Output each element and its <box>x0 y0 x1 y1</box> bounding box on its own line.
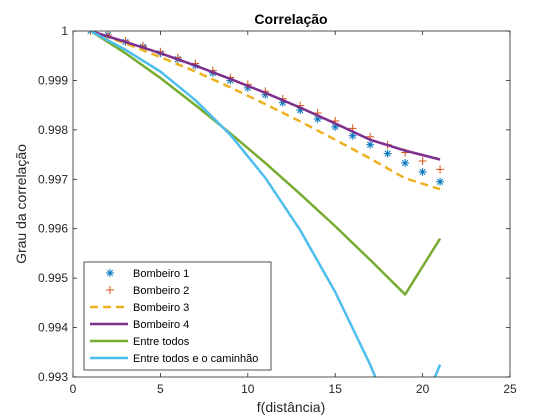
y-tick-label: 0.998 <box>38 123 68 137</box>
legend-marker-bombeiro-1 <box>106 269 114 277</box>
point-bombeiro-2-20 <box>436 165 445 174</box>
x-tick-label: 5 <box>157 382 164 396</box>
y-tick-label: 0.994 <box>38 321 68 335</box>
point-bombeiro-1-19 <box>418 167 427 176</box>
point-bombeiro-2-19 <box>418 156 427 165</box>
point-bombeiro-2-0 <box>86 31 95 35</box>
point-bombeiro-1-16 <box>366 140 375 149</box>
legend-label-bombeiro-1: Bombeiro 1 <box>133 268 189 280</box>
series-line-entre-todos-e-o-caminhao <box>89 31 442 377</box>
legend-label-bombeiro-2: Bombeiro 2 <box>133 285 189 297</box>
y-tick-label: 1 <box>61 24 68 38</box>
legend-box <box>83 261 272 371</box>
chart-title: Correlação <box>254 11 327 27</box>
y-tick-label: 0.996 <box>38 222 68 236</box>
legend-marker-bombeiro-2 <box>106 286 114 294</box>
point-bombeiro-1-18 <box>401 158 410 167</box>
y-axis-label: Grau da correlação <box>13 144 29 264</box>
series-line-bombeiro-3 <box>90 31 441 191</box>
legend-label-entre-todos: Entre todos <box>133 336 190 348</box>
legend-label-bombeiro-3: Bombeiro 3 <box>133 302 189 314</box>
x-tick-label: 20 <box>416 382 430 396</box>
axes-box <box>72 30 511 378</box>
legend-label-entre-todos-e-o-caminhao: Entre todos e o caminhão <box>133 353 258 365</box>
y-tick-label: 0.999 <box>38 73 68 87</box>
y-tick-label: 0.993 <box>38 370 68 384</box>
legend-label-bombeiro-4: Bombeiro 4 <box>133 319 189 331</box>
x-tick-label: 15 <box>329 382 343 396</box>
point-bombeiro-1-20 <box>436 177 445 186</box>
legend: Bombeiro 1 Bombeiro 2 Bombeiro 3 Bombeiro 4… <box>83 261 272 371</box>
y-tick-label: 0.997 <box>38 172 68 186</box>
y-tick-label: 0.995 <box>38 271 68 285</box>
x-tick-label: 0 <box>70 382 77 396</box>
x-tick-label: 10 <box>241 382 255 396</box>
series-line-entre-todos <box>89 31 442 296</box>
point-bombeiro-1-13 <box>313 114 322 123</box>
x-tick-label: 25 <box>503 382 517 396</box>
x-axis-label: f(distância) <box>257 399 325 415</box>
point-bombeiro-1-15 <box>348 131 357 140</box>
point-bombeiro-1-17 <box>383 149 392 158</box>
series-line-bombeiro-4 <box>90 31 441 161</box>
